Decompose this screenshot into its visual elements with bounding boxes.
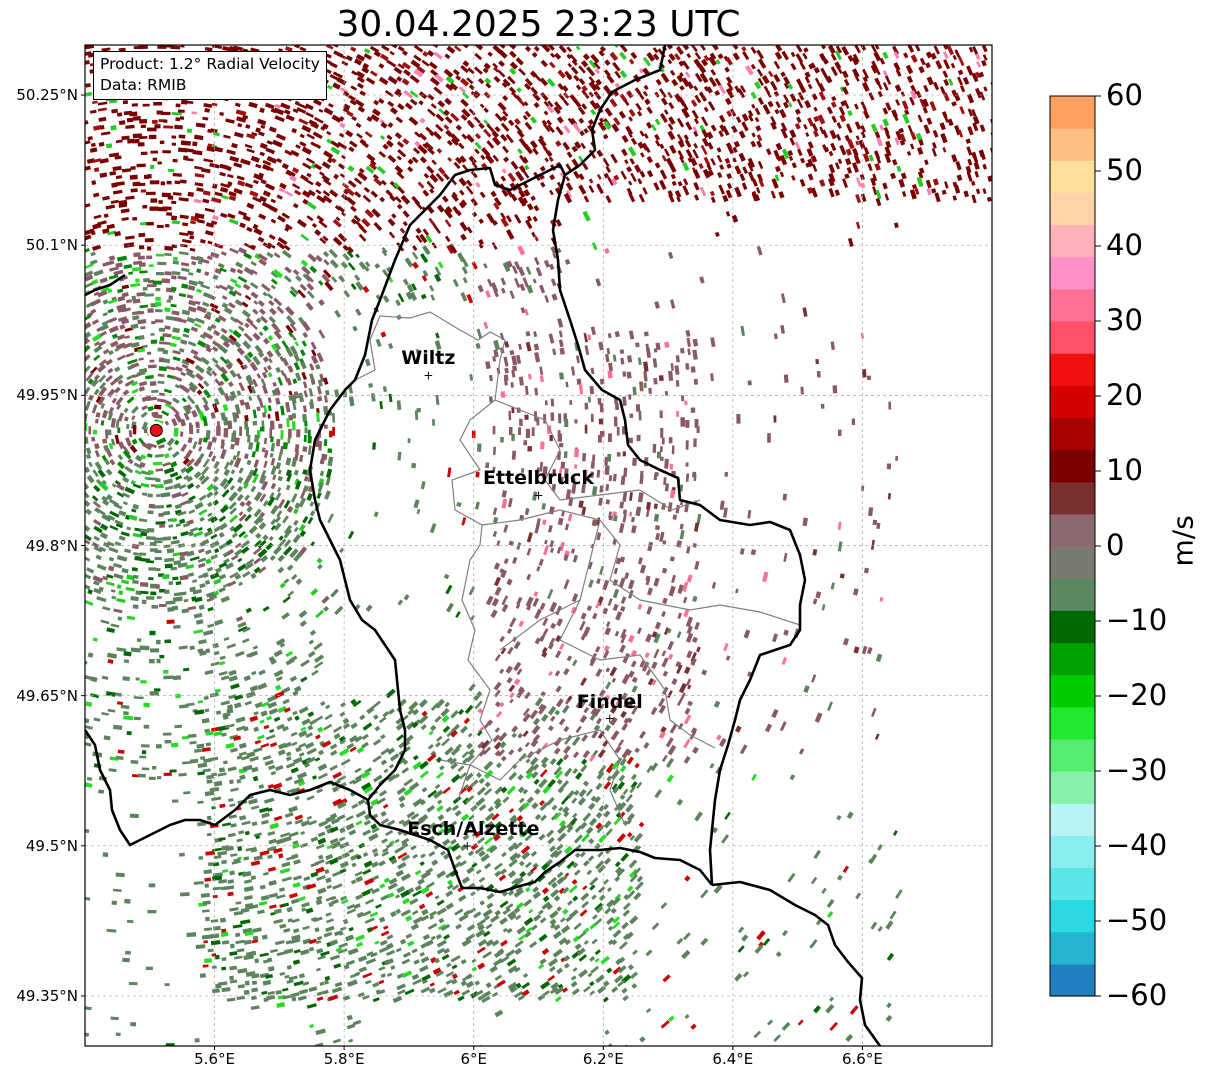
product-info-box: Product: 1.2° Radial Velocity Data: RMIB bbox=[93, 51, 327, 100]
colorbar-segment bbox=[1050, 160, 1095, 194]
colorbar-segment bbox=[1050, 578, 1095, 611]
lon-tick-label: 6.2°E bbox=[582, 1050, 624, 1068]
colorbar-segment bbox=[1050, 96, 1095, 129]
colorbar-tick-label: 50 bbox=[1106, 153, 1143, 187]
colorbar-segment bbox=[1050, 256, 1095, 290]
map-title: 30.04.2025 23:23 UTC bbox=[336, 4, 741, 45]
lat-tick-label: 50.25°N bbox=[16, 86, 78, 105]
city-label: Esch/Alzette bbox=[407, 817, 540, 840]
city-markers: + + + + bbox=[423, 368, 614, 852]
country-borders bbox=[85, 45, 882, 1046]
city-marker: + bbox=[423, 368, 433, 382]
colorbar-segment bbox=[1050, 513, 1095, 547]
colorbar-segment bbox=[1050, 803, 1095, 836]
colorbar-segment bbox=[1050, 481, 1095, 515]
colorbar-segment bbox=[1050, 546, 1095, 579]
colorbar-tick-label: 20 bbox=[1106, 378, 1143, 412]
lat-tick-label: 50.1°N bbox=[25, 236, 78, 255]
colorbar-segment bbox=[1050, 353, 1095, 386]
colorbar-segment bbox=[1050, 706, 1095, 740]
city-label: Ettelbruck bbox=[483, 467, 594, 490]
product-label: Product: 1.2° Radial Velocity bbox=[100, 55, 320, 73]
colorbar-segment bbox=[1050, 771, 1095, 804]
colorbar-tick-label: 0 bbox=[1106, 528, 1125, 562]
colorbar-tick-label: −30 bbox=[1106, 753, 1168, 787]
colorbar-segment bbox=[1050, 449, 1095, 483]
lon-tick-label: 6.6°E bbox=[842, 1050, 883, 1068]
colorbar-tick-label: −10 bbox=[1106, 603, 1168, 637]
lon-tick-label: 6°E bbox=[460, 1050, 487, 1068]
lon-tick-label: 5.8°E bbox=[323, 1050, 365, 1068]
lat-tick-label: 49.65°N bbox=[16, 686, 78, 705]
colorbar-segment bbox=[1050, 931, 1095, 965]
lat-tick-label: 49.5°N bbox=[25, 836, 78, 855]
city-marker: + bbox=[462, 839, 472, 853]
lat-tick-label: 49.95°N bbox=[16, 386, 78, 405]
lon-tick-label: 5.6°E bbox=[194, 1050, 235, 1068]
colorbar-segment bbox=[1050, 642, 1095, 676]
district-boundaries bbox=[354, 311, 801, 826]
colorbar-tick-label: 40 bbox=[1106, 228, 1143, 262]
city-label: Findel bbox=[576, 690, 643, 713]
colorbar-segment bbox=[1050, 128, 1095, 161]
axis-ticks bbox=[81, 94, 863, 1050]
colorbar-segment bbox=[1050, 899, 1095, 933]
radar-echo-layer bbox=[85, 45, 992, 1046]
city-marker: + bbox=[533, 488, 543, 502]
colorbar-segment bbox=[1050, 385, 1095, 419]
colorbar-segment bbox=[1050, 321, 1095, 354]
colorbar-segment bbox=[1050, 224, 1095, 258]
lon-tick-label: 6.4°E bbox=[712, 1050, 754, 1068]
data-source-label: Data: RMIB bbox=[100, 76, 187, 94]
city-marker: + bbox=[605, 712, 615, 726]
colorbar-tick-label: 30 bbox=[1106, 303, 1143, 337]
colorbar-segment bbox=[1050, 674, 1095, 708]
lat-tick-label: 49.8°N bbox=[25, 536, 78, 555]
colorbar-tick-label: −50 bbox=[1106, 903, 1168, 937]
colorbar-segment bbox=[1050, 610, 1095, 644]
colorbar-tick-label: −40 bbox=[1106, 828, 1168, 862]
colorbar-unit: m/s bbox=[1166, 515, 1200, 567]
radar-site-marker bbox=[149, 423, 163, 437]
colorbar-segment bbox=[1050, 192, 1095, 226]
colorbar-segment bbox=[1050, 738, 1095, 772]
colorbar-segment bbox=[1050, 835, 1095, 869]
colorbar-tick-label: 60 bbox=[1106, 78, 1143, 112]
colorbar-tick-label: −60 bbox=[1106, 978, 1168, 1012]
colorbar-tick-label: 10 bbox=[1106, 453, 1143, 487]
colorbar-segment bbox=[1050, 963, 1095, 997]
colorbar-tick-label: −20 bbox=[1106, 678, 1168, 712]
colorbar-segment bbox=[1050, 417, 1095, 451]
colorbar bbox=[1049, 95, 1101, 997]
colorbar-segment bbox=[1050, 288, 1095, 322]
colorbar-segment bbox=[1050, 867, 1095, 901]
city-label: Wiltz bbox=[401, 347, 456, 370]
graticule bbox=[85, 45, 992, 1046]
lat-tick-label: 49.35°N bbox=[16, 986, 78, 1005]
